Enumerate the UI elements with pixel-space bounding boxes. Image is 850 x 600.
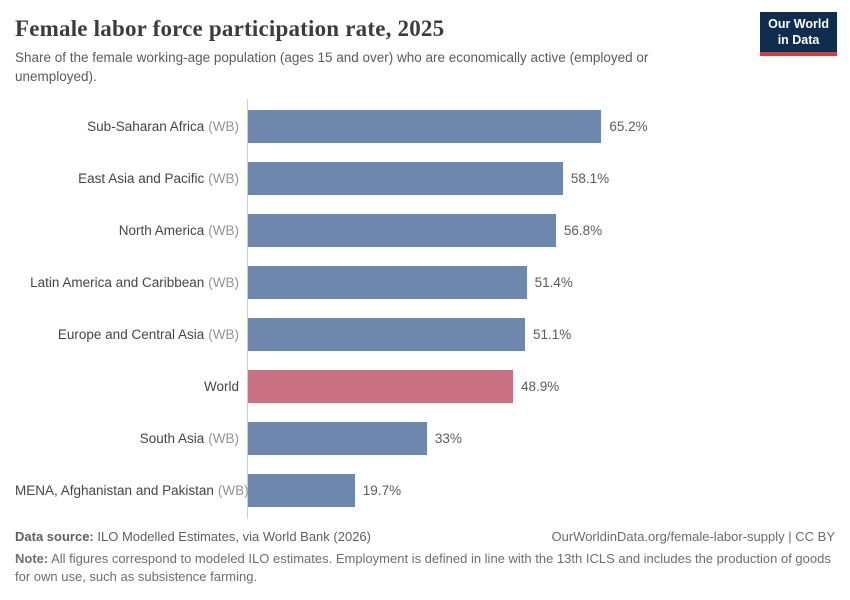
- bar-entity-name: MENA, Afghanistan and Pakistan: [15, 483, 214, 499]
- owid-logo[interactable]: Our World in Data: [760, 12, 837, 57]
- chart-row: World 48.9%: [15, 361, 835, 413]
- bar[interactable]: [248, 162, 563, 196]
- bar-chart: Sub-Saharan Africa (WB) 65.2% East Asia and…: [15, 98, 835, 519]
- bar-plot-cell: 58.1%: [248, 162, 835, 196]
- bar-value-label: 19.7%: [362, 483, 402, 499]
- bar-plot-cell: 51.1%: [248, 318, 835, 352]
- data-source-line: Data source: ILO Modelled Estimates, via…: [15, 529, 371, 544]
- chart-row: North America (WB) 56.8%: [15, 205, 835, 257]
- bar-plot-cell: 48.9%: [248, 370, 835, 404]
- bar-entity-name: East Asia and Pacific: [78, 171, 205, 187]
- bar-plot-cell: 33%: [248, 422, 835, 456]
- bar-category-label: North America (WB): [15, 223, 248, 238]
- bar[interactable]: [248, 110, 602, 144]
- owid-logo-line2: in Data: [777, 32, 820, 47]
- bar-value-label: 65.2%: [609, 119, 648, 135]
- footer-row-source: Data source: ILO Modelled Estimates, via…: [15, 529, 835, 544]
- chart-subtitle: Share of the female working-age populati…: [15, 50, 649, 84]
- bar-value-label: 48.9%: [521, 379, 560, 395]
- bar[interactable]: [248, 422, 427, 456]
- bar-entity-suffix: (WB): [208, 275, 239, 291]
- bar-highlighted[interactable]: [248, 370, 513, 404]
- bar-plot-cell: 51.4%: [248, 266, 835, 300]
- bar-category-label: Europe and Central Asia (WB): [15, 327, 248, 342]
- data-source-text: ILO Modelled Estimates, via World Bank (…: [97, 529, 371, 544]
- bar-entity-name: South Asia: [139, 431, 205, 447]
- bar-category-label: Latin America and Caribbean (WB): [15, 275, 248, 290]
- bar[interactable]: [248, 318, 525, 352]
- bar-plot-cell: 56.8%: [248, 214, 835, 248]
- bar-value-label: 56.8%: [563, 223, 603, 239]
- chart-rows: Sub-Saharan Africa (WB) 65.2% East Asia and…: [15, 99, 835, 517]
- footer-separator: |: [788, 529, 792, 544]
- bar-category-label: World: [15, 379, 248, 394]
- bar-value-label: 51.1%: [533, 327, 572, 343]
- bar-value-label: 51.4%: [534, 275, 573, 291]
- bar-entity-suffix: (WB): [208, 223, 239, 239]
- footer-note: Note: All figures correspond to modeled …: [15, 550, 835, 586]
- bar-entity-suffix: (WB): [208, 327, 239, 343]
- y-axis-line: [247, 98, 248, 519]
- bar-entity-suffix: (WB): [208, 431, 239, 447]
- chart-footer: Data source: ILO Modelled Estimates, via…: [15, 529, 835, 586]
- chart-row: MENA, Afghanistan and Pakistan (WB) 19.7%: [15, 465, 835, 517]
- bar-entity-suffix: (WB): [217, 483, 249, 499]
- bar-entity-name: World: [203, 379, 239, 395]
- bar-value-label: 33%: [434, 431, 462, 447]
- owid-url-link[interactable]: OurWorldinData.org/female-labor-supply: [551, 529, 785, 544]
- bar-entity-suffix: (WB): [208, 171, 239, 187]
- owid-logo-line1: Our World: [768, 17, 829, 31]
- bar[interactable]: [248, 266, 527, 300]
- bar-plot-cell: 19.7%: [248, 474, 835, 508]
- page-title: Female labor force participation rate, 2…: [15, 16, 445, 41]
- chart-row: East Asia and Pacific (WB) 58.1%: [15, 153, 835, 205]
- bar-entity-name: Europe and Central Asia: [57, 327, 205, 343]
- bar-plot-cell: 65.2%: [248, 110, 835, 144]
- bar-category-label: East Asia and Pacific (WB): [15, 171, 248, 186]
- note-label: Note:: [15, 551, 49, 566]
- bar[interactable]: [248, 474, 355, 508]
- chart-row: Latin America and Caribbean (WB) 51.4%: [15, 257, 835, 309]
- bar-entity-suffix: (WB): [208, 119, 239, 135]
- chart-row: Sub-Saharan Africa (WB) 65.2%: [15, 101, 835, 153]
- bar-entity-name: Latin America and Caribbean: [30, 275, 205, 291]
- bar[interactable]: [248, 214, 556, 248]
- chart-row: South Asia (WB) 33%: [15, 413, 835, 465]
- bar-category-label: South Asia (WB): [15, 431, 248, 446]
- footer-attribution: OurWorldinData.org/female-labor-supply |…: [551, 529, 835, 544]
- note-text: All figures correspond to modeled ILO es…: [15, 551, 831, 585]
- data-source-label: Data source:: [15, 529, 94, 544]
- license-label: CC BY: [795, 529, 835, 544]
- bar-category-label: MENA, Afghanistan and Pakistan (WB): [15, 483, 249, 499]
- bar-category-label: Sub-Saharan Africa (WB): [15, 119, 248, 134]
- bar-value-label: 58.1%: [570, 171, 610, 187]
- bar-entity-name: Sub-Saharan Africa: [87, 119, 205, 135]
- chart-header: Female labor force participation rate, 2…: [0, 0, 850, 87]
- bar-entity-name: North America: [118, 223, 205, 239]
- chart-row: Europe and Central Asia (WB) 51.1%: [15, 309, 835, 361]
